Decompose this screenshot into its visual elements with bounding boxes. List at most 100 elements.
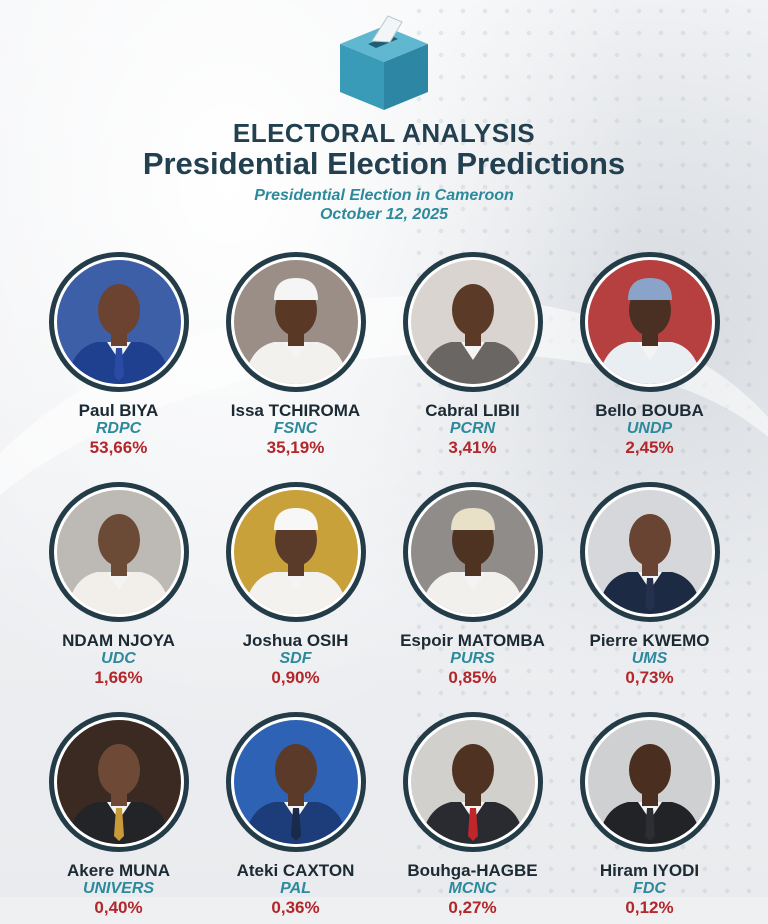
- portrait-head: [451, 284, 494, 336]
- portrait-tie: [467, 808, 478, 841]
- candidate-name: Paul BIYA: [78, 401, 159, 420]
- candidate-percent: 0,85%: [448, 668, 497, 687]
- candidate-party: UNDP: [626, 420, 673, 437]
- portrait-photo: [56, 720, 181, 844]
- portrait-body: [243, 572, 348, 614]
- candidate-card: NDAM NJOYA UDC 1,66%: [30, 482, 207, 694]
- election-date: October 12, 2025: [319, 206, 449, 223]
- portrait-hat: [627, 278, 672, 300]
- candidate-card: Issa TCHIROMA FSNC 35,19%: [207, 252, 384, 464]
- portrait-head: [97, 744, 140, 796]
- portrait-photo: [233, 490, 358, 614]
- candidate-portrait: [402, 482, 543, 622]
- candidate-name: Hiram IYODI: [599, 861, 700, 880]
- portrait-collar: [460, 572, 485, 590]
- candidate-party: UDC: [101, 650, 136, 667]
- portrait-head: [628, 514, 671, 566]
- candidate-portrait: [48, 482, 189, 622]
- candidate-portrait: [579, 712, 720, 852]
- portrait-photo: [56, 490, 181, 614]
- candidate-name: Bouhga-HAGBE: [407, 861, 538, 880]
- candidate-name: Bello BOUBA: [595, 401, 704, 420]
- portrait-photo: [587, 490, 712, 614]
- candidate-percent: 3,41%: [448, 438, 497, 457]
- candidate-name: NDAM NJOYA: [62, 631, 175, 650]
- candidate-percent: 0,73%: [625, 668, 674, 687]
- portrait-photo: [410, 260, 535, 384]
- candidate-name: Pierre KWEMO: [589, 631, 710, 650]
- candidate-portrait: [225, 712, 366, 852]
- ballot-box-icon: [340, 15, 428, 110]
- candidate-portrait: [48, 712, 189, 852]
- election-name: Presidential Election in Cameroon: [254, 187, 514, 204]
- portrait-tie: [113, 808, 124, 841]
- portrait-head: [97, 284, 140, 336]
- candidate-name: Cabral LIBII: [425, 401, 520, 420]
- portrait-tie: [644, 578, 655, 611]
- candidate-percent: 0,90%: [271, 668, 320, 687]
- portrait-collar: [283, 342, 308, 360]
- candidate-name: Ateki CAXTON: [236, 861, 355, 880]
- candidate-name: Espoir MATOMBA: [400, 631, 545, 650]
- portrait-tie: [113, 348, 124, 381]
- portrait-body: [243, 342, 348, 384]
- candidate-party: UMS: [631, 650, 668, 667]
- candidate-percent: 53,66%: [89, 438, 148, 457]
- candidate-grid: Paul BIYA RDPC 53,66% Issa TCHIROMA FSNC 35,1…: [30, 252, 738, 924]
- candidate-card: Hiram IYODI FDC 0,12%: [561, 712, 738, 924]
- candidate-card: Joshua OSIH SDF 0,90%: [207, 482, 384, 694]
- candidate-portrait: [225, 252, 366, 392]
- candidate-card: Cabral LIBII PCRN 3,41%: [384, 252, 561, 464]
- candidate-percent: 0,27%: [448, 898, 497, 917]
- header-subtitle: Presidential Election Predictions: [142, 146, 626, 181]
- candidate-party: FSNC: [273, 420, 318, 437]
- candidate-party: SDF: [279, 650, 312, 667]
- portrait-body: [66, 572, 171, 614]
- candidate-card: Akere MUNA UNIVERS 0,40%: [30, 712, 207, 924]
- portrait-hat: [273, 278, 318, 300]
- candidate-percent: 2,45%: [625, 438, 674, 457]
- portrait-hat: [273, 508, 318, 530]
- candidate-card: Bouhga-HAGBE MCNC 0,27%: [384, 712, 561, 924]
- candidate-name: Akere MUNA: [67, 861, 170, 880]
- candidate-name: Joshua OSIH: [242, 631, 349, 650]
- portrait-photo: [587, 720, 712, 844]
- candidate-card: Ateki CAXTON PAL 0,36%: [207, 712, 384, 924]
- portrait-photo: [410, 490, 535, 614]
- portrait-collar: [460, 342, 485, 360]
- portrait-hat: [450, 508, 495, 530]
- candidate-percent: 0,36%: [271, 898, 320, 917]
- portrait-head: [274, 744, 317, 796]
- candidate-portrait: [579, 482, 720, 622]
- candidate-percent: 1,66%: [94, 668, 143, 687]
- candidate-name: Issa TCHIROMA: [230, 401, 361, 420]
- portrait-tie: [644, 808, 655, 841]
- portrait-photo: [587, 260, 712, 384]
- candidate-portrait: [402, 252, 543, 392]
- portrait-collar: [283, 572, 308, 590]
- header-context: Presidential Election in Cameroon Octobe…: [0, 186, 768, 224]
- candidate-party: UNIVERS: [82, 880, 155, 897]
- candidate-party: PAL: [280, 880, 311, 897]
- candidate-portrait: [579, 252, 720, 392]
- portrait-body: [597, 342, 702, 384]
- portrait-head: [97, 514, 140, 566]
- candidate-card: Paul BIYA RDPC 53,66%: [30, 252, 207, 464]
- portrait-body: [420, 342, 525, 384]
- candidate-card: Pierre KWEMO UMS 0,73%: [561, 482, 738, 694]
- candidate-percent: 0,12%: [625, 898, 674, 917]
- portrait-body: [420, 572, 525, 614]
- portrait-head: [628, 744, 671, 796]
- portrait-head: [451, 744, 494, 796]
- portrait-photo: [233, 720, 358, 844]
- candidate-card: Bello BOUBA UNDP 2,45%: [561, 252, 738, 464]
- portrait-tie: [290, 808, 301, 841]
- candidate-card: Espoir MATOMBA PURS 0,85%: [384, 482, 561, 694]
- portrait-photo: [410, 720, 535, 844]
- candidate-party: FDC: [633, 880, 666, 897]
- portrait-photo: [56, 260, 181, 384]
- candidate-party: PURS: [450, 650, 495, 667]
- candidate-percent: 35,19%: [266, 438, 325, 457]
- candidate-percent: 0,40%: [94, 898, 143, 917]
- header-title: ELECTORAL ANALYSIS: [232, 118, 536, 148]
